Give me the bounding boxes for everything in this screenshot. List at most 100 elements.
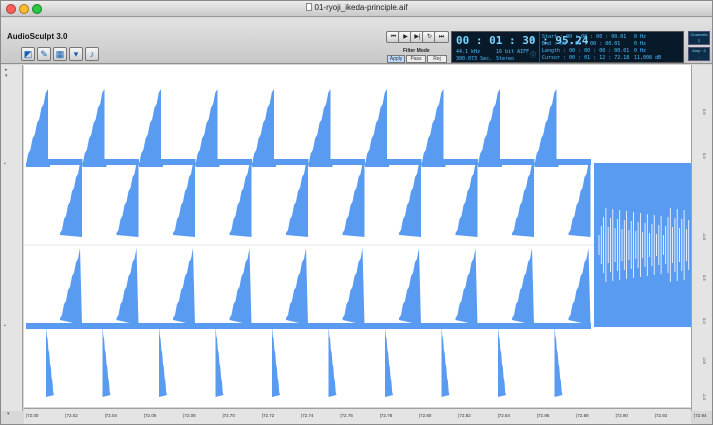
amp-tick: 0.0 xyxy=(702,318,707,324)
app-name: AudioSculpt 3.0 xyxy=(7,32,68,41)
zoom-button[interactable] xyxy=(32,4,42,14)
waveform-segment xyxy=(385,325,393,397)
toolbar: AudioSculpt 3.0 ◩ ✎ ▦ ▾ ♪ ⏮ ▶ ▶| ↻ ⏭ Fil… xyxy=(1,18,712,64)
time-ruler[interactable]: |72.00 |72.02 |72.04 |72.06 |72.08 |72.70 |72.… xyxy=(24,408,707,424)
selection-length: Length : 00 : 00 : 00 : 00.01 xyxy=(542,48,630,54)
waveform-segment xyxy=(568,248,591,325)
waveform-segment xyxy=(195,89,218,165)
format-icon[interactable]: ⚙ xyxy=(530,36,534,43)
window-title-text: 01-ryoji_ikeda-principle.aif xyxy=(314,3,408,12)
time-tick-label: |72.76 xyxy=(340,413,353,418)
dropdown-tool-icon[interactable]: ▾ xyxy=(69,47,83,61)
waveform-segment xyxy=(139,323,196,329)
time-tick-label: |72.90 xyxy=(615,413,628,418)
bit-depth: 16 bit AIFF xyxy=(496,49,530,55)
waveform-segment xyxy=(139,89,161,165)
channels-box[interactable]: Channels 2 xyxy=(688,31,710,45)
amp-value: - xyxy=(698,54,700,59)
minimize-button[interactable] xyxy=(19,4,29,14)
amp-tick: -1.0 xyxy=(702,393,707,400)
time-tick-label: |72.84 xyxy=(497,413,511,418)
pencil-tool-icon[interactable]: ✎ xyxy=(37,47,51,61)
time-display-panel: 00 : 01 : 30 : 95.24 44.1 kHz 16 bit AIF… xyxy=(451,31,684,63)
close-button[interactable] xyxy=(6,4,16,14)
rewind-button[interactable]: ⏮ xyxy=(386,31,401,43)
waveform-segment xyxy=(173,248,195,325)
waveform-segment xyxy=(365,89,387,165)
waveform-segment xyxy=(568,163,591,237)
time-tick-label: |72.82 xyxy=(458,413,471,418)
waveform-segment xyxy=(274,159,309,165)
selection-end: End : 00 : 00 : 00 : 00.01 xyxy=(542,41,621,47)
waveform-view[interactable] xyxy=(24,65,691,407)
time-tick-label: |72.72 xyxy=(261,413,275,418)
filter-apply-button[interactable]: Apply xyxy=(387,55,405,63)
waveform-segment xyxy=(365,163,389,167)
waveform-segment xyxy=(342,248,365,325)
waveform-segment xyxy=(104,159,139,165)
end-button[interactable]: ⏭ xyxy=(434,31,449,43)
time-tick-label: |72.02 xyxy=(65,413,78,418)
play-button[interactable]: ▶ xyxy=(398,31,413,43)
time-tick-label: |72.04 xyxy=(104,413,118,418)
waveform-segment xyxy=(556,159,591,165)
amp-tick: -0.5 xyxy=(702,233,707,240)
waveform-segment xyxy=(26,163,50,167)
waveform-segment xyxy=(421,89,444,165)
filter-pass-button[interactable]: Pass xyxy=(406,55,426,63)
expand-time-icon[interactable]: ▾ xyxy=(7,411,10,417)
waveform-segment xyxy=(443,159,478,165)
cursor-db: 11,008 dB xyxy=(634,55,662,61)
document-icon xyxy=(305,3,312,11)
duration: 300.073 Sec. xyxy=(456,56,493,62)
expand-up-icon[interactable]: ▸ xyxy=(5,67,8,73)
waveform-segment xyxy=(554,325,563,397)
waveform-segment xyxy=(421,163,446,167)
waveform-segment xyxy=(286,248,308,325)
waveform-canvas[interactable] xyxy=(24,65,691,407)
left-ruler[interactable]: ▸ ▾ ▪ ▪ xyxy=(1,65,23,411)
channel-1-marker-icon: ▪ xyxy=(4,161,6,167)
time-tick-label: |72.00 xyxy=(26,413,39,418)
waveform-segment xyxy=(328,325,337,397)
waveform-segment xyxy=(308,89,331,165)
loop-button[interactable]: ↻ xyxy=(422,31,437,43)
waveform-segment xyxy=(26,323,83,329)
channel-2-marker-icon: ▪ xyxy=(4,323,6,329)
expand-down-icon[interactable]: ▾ xyxy=(5,73,8,79)
waveform-segment xyxy=(82,89,105,165)
waveform-segment xyxy=(308,323,365,329)
waveform-segment xyxy=(82,163,107,167)
freq-start: 0 Hz xyxy=(634,34,647,40)
waveform-segment xyxy=(26,89,48,165)
amplitude-ruler: 0.5 0.0 -0.5 0.5 0.0 -0.5 -1.0 xyxy=(691,65,712,411)
waveform-segment xyxy=(252,323,309,329)
filter-reject-button[interactable]: Rej xyxy=(427,55,447,63)
time-tick-label: |72.78 xyxy=(379,413,393,418)
waveform-segment xyxy=(217,159,252,165)
amp-tick: 0.5 xyxy=(702,275,707,281)
waveform-segment xyxy=(399,248,421,325)
waveform-segment xyxy=(159,325,167,397)
grid-tool-icon[interactable]: ▦ xyxy=(53,47,67,61)
waveform-segment xyxy=(365,323,422,329)
freq-length: 0 Hz xyxy=(634,48,647,54)
waveform-segment xyxy=(215,325,224,397)
freq-end: 0 Hz xyxy=(634,41,647,47)
waveform-segment xyxy=(60,163,82,237)
waveform-segment xyxy=(478,323,535,329)
waveform-segment xyxy=(229,163,252,237)
waveform-segment xyxy=(173,163,195,237)
info-icon[interactable]: ⓘ xyxy=(530,52,537,59)
waveform-segment xyxy=(139,163,163,167)
selection-tool-icon[interactable]: ◩ xyxy=(21,47,35,61)
waveform-segment xyxy=(272,325,280,397)
waveform-segment xyxy=(500,159,535,165)
waveform-segment xyxy=(512,248,534,325)
amp-box[interactable]: Amp : 0 - xyxy=(688,47,710,61)
note-tool-icon[interactable]: ♪ xyxy=(85,47,99,61)
selection-start: Start : 00 : 00 : 00 : 00.01 xyxy=(542,34,627,40)
waveform-segment xyxy=(116,163,139,237)
divider xyxy=(539,32,540,63)
